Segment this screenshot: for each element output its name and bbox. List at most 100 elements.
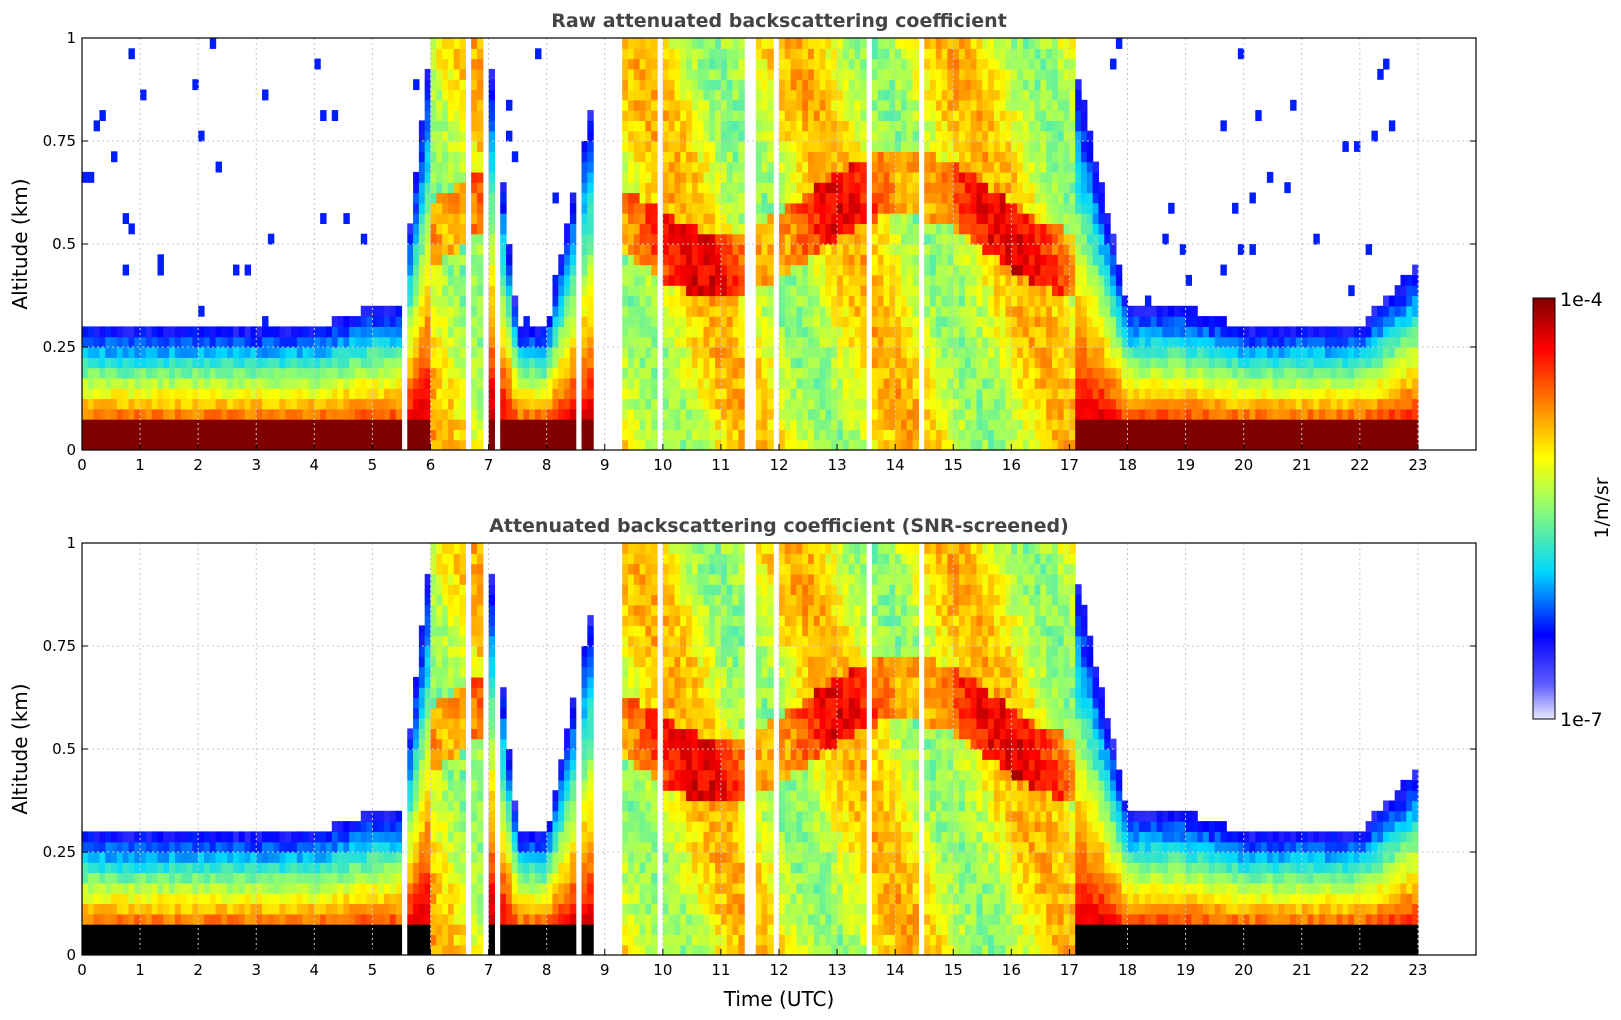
heatmap-cell — [442, 38, 449, 49]
heatmap-cell — [732, 58, 739, 70]
heatmap-cell — [889, 192, 896, 204]
heatmap-cell — [790, 347, 798, 358]
heatmap-cell — [784, 398, 792, 410]
heatmap-cell — [703, 357, 710, 369]
heatmap-cell — [697, 89, 705, 101]
heatmap-cell — [779, 367, 786, 379]
heatmap-cell — [1214, 326, 1222, 338]
heatmap-cell — [837, 398, 844, 410]
heatmap-cell — [668, 171, 676, 183]
heatmap-cell — [291, 357, 298, 369]
heatmap-cell — [500, 377, 507, 389]
heatmap-cell — [627, 202, 635, 214]
heatmap-cell — [1208, 347, 1216, 358]
heatmap-cell — [761, 336, 768, 348]
heatmap-cell — [686, 388, 693, 400]
heatmap-cell — [941, 120, 949, 132]
heatmap-cell — [703, 336, 710, 348]
heatmap-cell — [941, 398, 949, 410]
heatmap-cell — [418, 398, 426, 410]
heatmap-cell — [703, 141, 710, 152]
heatmap-cell — [546, 408, 554, 420]
heatmap-cell — [883, 357, 890, 369]
heatmap-cell — [900, 285, 908, 297]
heatmap-cell — [988, 233, 995, 245]
heatmap-cell — [802, 295, 809, 307]
heatmap-cell — [1081, 347, 1088, 358]
heatmap-cell — [988, 38, 995, 49]
heatmap-cell — [1034, 161, 1041, 173]
heatmap-cell — [796, 244, 803, 255]
heatmap-cell — [767, 439, 774, 450]
heatmap-cell — [976, 151, 983, 163]
heatmap-cell — [203, 398, 211, 410]
heatmap-cell — [953, 202, 960, 214]
heatmap-cell — [82, 439, 89, 450]
heatmap-cell — [895, 182, 902, 194]
heatmap-cell — [831, 151, 838, 163]
heatmap-cell — [262, 336, 269, 348]
heatmap-cell — [1017, 285, 1024, 297]
heatmap-cell — [964, 377, 972, 389]
heatmap-cell — [802, 377, 809, 389]
heatmap-cell — [500, 223, 507, 235]
heatmap-cell — [831, 89, 838, 101]
heatmap-cell — [1022, 141, 1030, 152]
heatmap-cell — [296, 357, 304, 369]
heatmap-cell — [418, 244, 426, 255]
heatmap-cell — [813, 48, 821, 60]
heatmap-cell — [1011, 244, 1018, 255]
heatmap-cell — [900, 357, 908, 369]
heatmap-cell — [134, 388, 141, 400]
heatmap-cell — [627, 171, 635, 183]
heatmap-cell — [476, 89, 484, 101]
heatmap-cell — [645, 130, 652, 142]
heatmap-cell — [558, 377, 565, 389]
heatmap-cell — [662, 377, 670, 389]
heatmap-cell — [552, 192, 559, 204]
heatmap-cell — [1156, 439, 1163, 450]
heatmap-cell — [645, 398, 652, 410]
heatmap-cell — [302, 326, 310, 338]
heatmap-cell — [430, 58, 437, 70]
heatmap-cell — [1115, 398, 1123, 410]
heatmap-cell — [354, 357, 362, 369]
heatmap-cell — [633, 223, 641, 235]
heatmap-cell — [825, 213, 832, 224]
heatmap-cell — [447, 120, 455, 132]
heatmap-cell — [1284, 347, 1291, 358]
heatmap-cell — [506, 244, 513, 255]
heatmap-cell — [982, 398, 989, 410]
heatmap-cell — [558, 316, 565, 327]
heatmap-cell — [215, 429, 222, 441]
heatmap-cell — [1255, 419, 1262, 430]
heatmap-cell — [709, 58, 716, 70]
heatmap-cell — [180, 377, 188, 389]
heatmap-cell — [691, 398, 699, 410]
heatmap-cell — [296, 388, 304, 400]
heatmap-cell — [1249, 398, 1256, 410]
heatmap-cell — [134, 347, 141, 358]
heatmap-cell — [930, 171, 937, 183]
heatmap-cell — [930, 89, 937, 101]
heatmap-cell — [1046, 141, 1053, 152]
heatmap-cell — [511, 347, 519, 358]
heatmap-cell — [912, 244, 919, 255]
heatmap-cell — [169, 326, 176, 338]
heatmap-cell — [633, 316, 641, 327]
heatmap-cell — [993, 202, 1001, 214]
heatmap-cell — [209, 326, 217, 338]
heatmap-cell — [831, 419, 838, 430]
heatmap-cell — [250, 347, 257, 358]
heatmap-cell — [1040, 130, 1047, 142]
heatmap-cell — [1022, 244, 1030, 255]
heatmap-cell — [517, 326, 525, 338]
heatmap-cell — [988, 377, 995, 389]
heatmap-cell — [779, 38, 786, 49]
heatmap-cell — [651, 439, 658, 450]
heatmap-cell — [686, 89, 693, 101]
heatmap-cell — [790, 79, 798, 91]
heatmap-cell — [198, 388, 205, 400]
heatmap-cell — [808, 244, 815, 255]
heatmap-cell — [790, 192, 798, 204]
